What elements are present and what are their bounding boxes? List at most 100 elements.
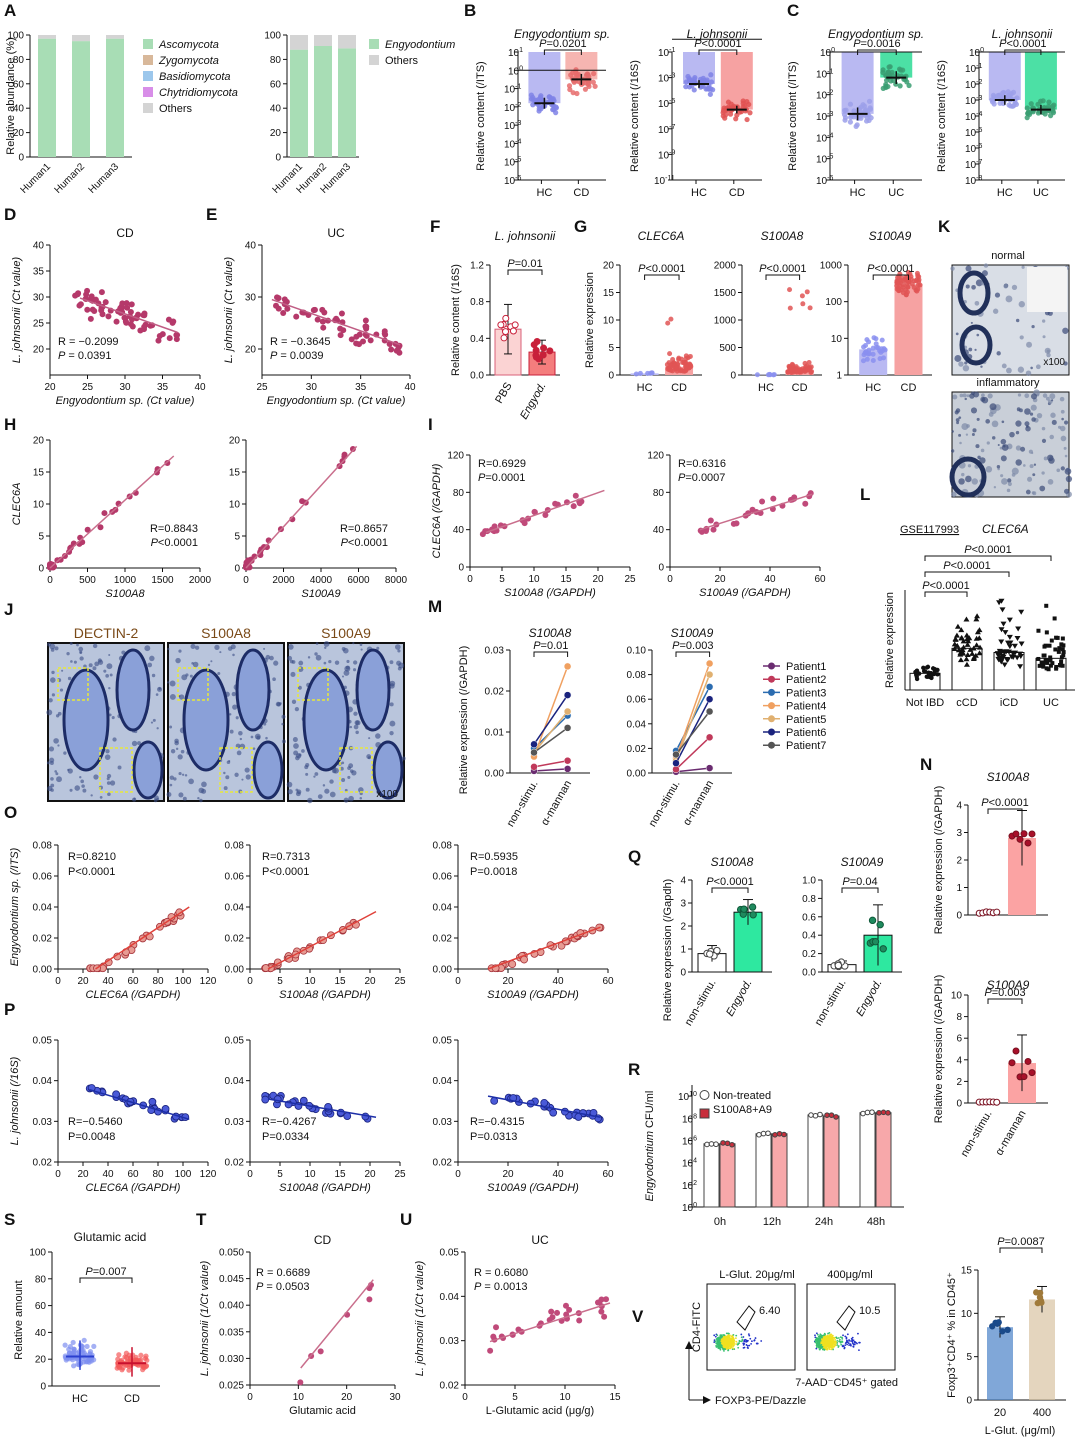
data-point bbox=[705, 733, 714, 742]
event bbox=[824, 1338, 827, 1341]
cell bbox=[54, 770, 57, 773]
cell bbox=[263, 647, 266, 650]
data-point bbox=[864, 118, 870, 124]
data-point bbox=[546, 347, 554, 355]
crypt bbox=[62, 668, 110, 772]
cell bbox=[294, 707, 300, 712]
data-point bbox=[1050, 661, 1055, 666]
data-point bbox=[974, 613, 981, 619]
cell bbox=[92, 643, 98, 649]
significance-bracket bbox=[999, 1247, 1043, 1253]
event bbox=[820, 1343, 823, 1346]
y-tick-label: 5 bbox=[966, 1352, 972, 1363]
event bbox=[751, 1340, 753, 1343]
cell bbox=[1020, 446, 1026, 452]
stat-label: P = 0.0391 bbox=[58, 350, 112, 362]
event bbox=[823, 1332, 826, 1335]
cell bbox=[1065, 475, 1073, 483]
data-point bbox=[812, 1112, 819, 1119]
y-tick-label: 10-5 bbox=[504, 157, 521, 169]
data-point bbox=[804, 289, 810, 295]
stat-label: P = 0.0039 bbox=[270, 350, 324, 362]
y-tick-label: 0 bbox=[38, 564, 44, 575]
y-axis-title: Relative content (/ITS) bbox=[475, 61, 487, 170]
cell bbox=[958, 416, 962, 420]
cell bbox=[1059, 396, 1065, 402]
cell bbox=[197, 797, 200, 800]
p-value-label: P=0.0016 bbox=[853, 38, 900, 50]
y-tick-label: 80 bbox=[13, 55, 25, 66]
x-axis-title: Engyodontium sp. (Ct value) bbox=[56, 395, 195, 407]
data-point bbox=[1024, 839, 1032, 847]
data-point bbox=[143, 1353, 149, 1359]
y-tick-label: 106 bbox=[682, 1135, 697, 1147]
bar-segment-others bbox=[338, 35, 356, 49]
data-point bbox=[143, 1363, 150, 1369]
y-tick-label: 10-3 bbox=[965, 95, 982, 107]
y-tick-label: 10-6 bbox=[816, 175, 833, 187]
event bbox=[729, 1341, 732, 1344]
cell bbox=[1017, 393, 1022, 397]
x-tick-label: 20 bbox=[502, 1169, 514, 1180]
panel-letter-J: J bbox=[4, 600, 13, 619]
cell bbox=[152, 718, 156, 722]
data-point bbox=[1016, 651, 1023, 657]
cell bbox=[1024, 421, 1030, 427]
y-axis-title: Engyodontium sp. (/ITS) bbox=[9, 847, 21, 966]
data-point bbox=[540, 344, 548, 352]
event bbox=[743, 1342, 746, 1345]
cell bbox=[959, 393, 964, 398]
data-point bbox=[367, 337, 374, 344]
data-point bbox=[952, 636, 959, 642]
event bbox=[741, 1339, 744, 1342]
event bbox=[722, 1337, 725, 1340]
cell bbox=[70, 660, 73, 663]
event bbox=[825, 1344, 828, 1347]
data-point bbox=[141, 323, 148, 330]
x-tick-label: 10 bbox=[559, 1392, 571, 1403]
cell bbox=[297, 685, 302, 690]
data-point bbox=[576, 500, 583, 507]
cell bbox=[304, 765, 309, 770]
data-point bbox=[748, 903, 757, 911]
x-tick-label: 20 bbox=[502, 976, 514, 987]
cell bbox=[241, 778, 244, 781]
data-point bbox=[1001, 662, 1008, 668]
panel-letter-B: B bbox=[464, 1, 476, 20]
cell bbox=[956, 421, 960, 425]
event bbox=[720, 1340, 723, 1342]
ihc-image-dectin-2 bbox=[46, 641, 165, 803]
event bbox=[823, 1343, 826, 1346]
y-tick-label: 0.0 bbox=[470, 371, 484, 382]
data-point bbox=[786, 363, 792, 369]
arrow-head bbox=[685, 1341, 693, 1349]
data-point bbox=[1059, 659, 1064, 664]
y-axis-title: L. johnsonii (/16S) bbox=[9, 1056, 21, 1145]
cell bbox=[1001, 444, 1009, 451]
cell bbox=[996, 465, 1001, 469]
event bbox=[728, 1336, 731, 1339]
y-tick-label: 25 bbox=[33, 319, 45, 330]
y-tick-label: 10 bbox=[831, 334, 843, 345]
y-tick-label: 500 bbox=[719, 343, 736, 354]
panel-letter-I: I bbox=[428, 415, 433, 434]
cell bbox=[281, 714, 286, 719]
x-tick-label: 30 bbox=[389, 1392, 401, 1403]
event bbox=[822, 1336, 825, 1338]
data-point bbox=[847, 101, 854, 107]
data-point bbox=[502, 328, 510, 336]
stat-label: P = 0.0013 bbox=[474, 1281, 528, 1293]
data-point bbox=[356, 331, 363, 338]
crypt bbox=[957, 270, 991, 316]
cell bbox=[48, 698, 53, 703]
data-point bbox=[925, 674, 930, 679]
data-point bbox=[789, 367, 795, 373]
legend-label: Non-treated bbox=[713, 1090, 771, 1102]
data-point bbox=[749, 506, 756, 513]
event bbox=[833, 1341, 836, 1344]
x-axis-title: L-Glut. (μg/ml) bbox=[985, 1425, 1056, 1437]
stat-label: R=0.5935 bbox=[470, 851, 518, 863]
